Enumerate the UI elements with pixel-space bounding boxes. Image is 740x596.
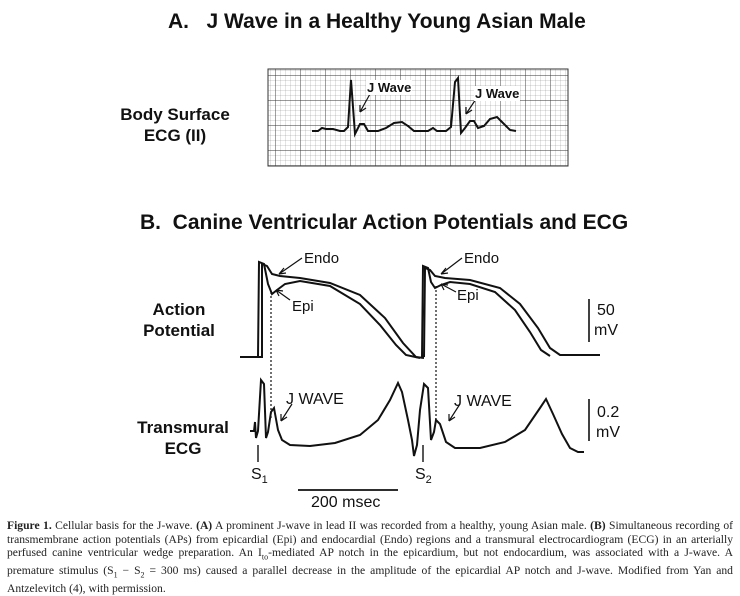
time-scale-label: 200 msec [311, 494, 381, 511]
j-wave-label-1: J Wave [366, 80, 413, 95]
transmural-ecg-label: Transmural ECG [108, 417, 258, 459]
action-potential-label: Action Potential [104, 299, 254, 341]
panel-a-title: A. J Wave in a Healthy Young Asian Male [168, 10, 586, 34]
caption-text-1: Cellular basis for the J-wave. [51, 519, 197, 532]
transmural-j-wave-arrow-1 [280, 403, 293, 422]
endo-label-1: Endo [304, 250, 340, 267]
epi-ap-1 [257, 260, 421, 359]
epi-arrow-1 [275, 289, 291, 301]
transmural-ecg-trace [250, 377, 584, 457]
panel-b-title-text: Canine Ventricular Action Potentials and… [172, 211, 629, 234]
ecg-scale-unit: mV [596, 424, 620, 441]
caption-a-marker: (A) [196, 519, 213, 532]
endo-arrow-1 [278, 257, 303, 275]
endo-arrow-2 [440, 257, 463, 275]
epi-arrow-2 [440, 283, 457, 293]
transmural-j-wave-arrow-2 [448, 403, 461, 422]
transmural-label-line1: Transmural [137, 418, 229, 437]
ap-label-line1: Action [152, 300, 206, 319]
epi-label-1: Epi [292, 298, 314, 315]
epi-label-2: Epi [457, 287, 479, 304]
j-wave-transmural-label-2: J WAVE [454, 393, 512, 410]
ap-label-line2: Potential [143, 321, 215, 340]
ap-scale-unit: mV [594, 322, 618, 339]
panel-a-title-text: J Wave in a Healthy Young Asian Male [206, 10, 586, 33]
s2-letter: S [415, 466, 426, 483]
s2-subscript: 2 [425, 474, 432, 487]
panel-a-letter: A. [168, 10, 189, 33]
s1-subscript: 1 [261, 474, 268, 487]
caption-text-3: Simultaneous recording of transmembrane … [7, 519, 734, 560]
panel-b-title: B. Canine Ventricular Action Potentials … [140, 211, 628, 235]
body-surface-label-line2: ECG (II) [143, 126, 207, 145]
caption-text-5: − S [117, 564, 141, 578]
s2-label: S2 [415, 466, 432, 486]
j-wave-arrow-2 [465, 98, 477, 115]
caption-figure-label: Figure 1. [7, 519, 52, 532]
body-surface-label-line1: Body Surface [120, 105, 230, 124]
j-wave-label-2: J Wave [474, 86, 521, 101]
caption-text-6: = 300 ms) caused a parallel decrease in … [7, 564, 733, 595]
s1-label: S1 [251, 466, 268, 486]
body-surface-ecg-label: Body Surface ECG (II) [100, 104, 250, 146]
j-wave-transmural-label-1: J WAVE [286, 391, 344, 408]
caption-b-marker: (B) [590, 519, 606, 532]
caption-ito-sub: to [261, 552, 269, 562]
endo-label-2: Endo [464, 250, 500, 267]
j-wave-arrow-1 [359, 93, 371, 113]
figure-caption: Figure 1. Cellular basis for the J-wave.… [7, 519, 733, 596]
panel-b-letter: B. [140, 211, 161, 234]
s1-letter: S [251, 466, 262, 483]
caption-s2-sub: 2 [140, 570, 145, 580]
caption-text-2: A prominent J-wave in lead II was record… [212, 519, 591, 532]
epi-ap-2 [421, 264, 551, 358]
ecg-grid-paper [267, 68, 569, 167]
caption-s1-sub: 1 [113, 570, 118, 580]
ap-scale-value: 50 [597, 302, 615, 319]
transmural-label-line2: ECG [164, 439, 202, 458]
caption-text-4: -mediated AP notch in the epicardium, bu… [7, 546, 733, 578]
body-surface-ecg-trace [312, 75, 517, 138]
ecg-scale-value: 0.2 [597, 404, 620, 421]
